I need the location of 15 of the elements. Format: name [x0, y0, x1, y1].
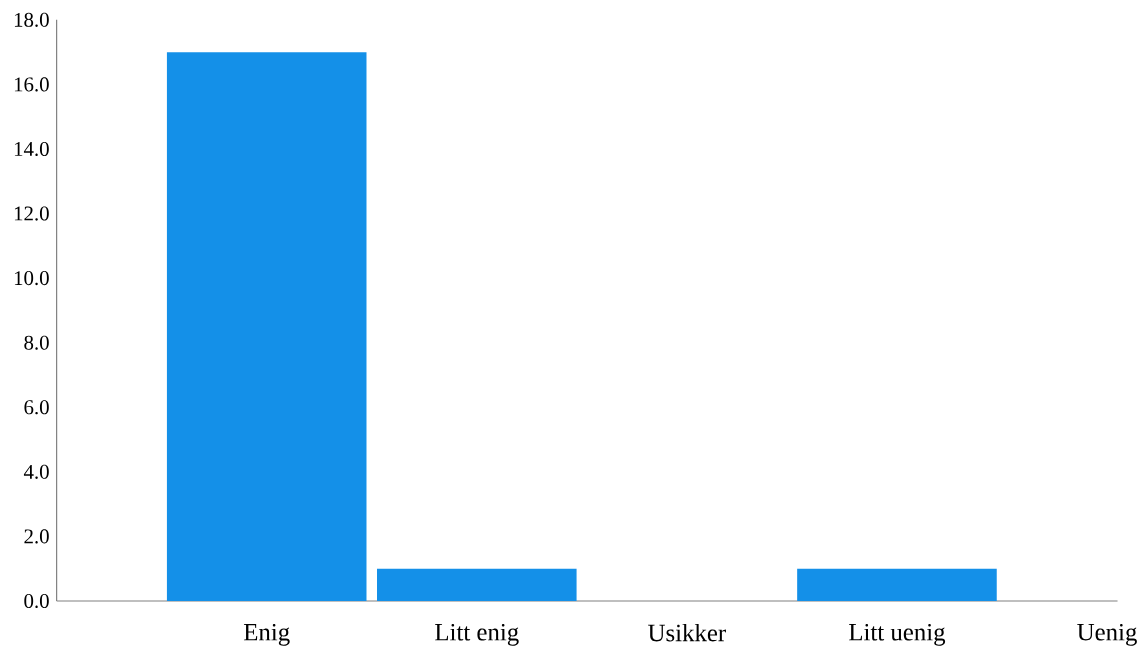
y-tick-label: 8.0 [24, 335, 49, 350]
y-tick-label: 6.0 [24, 400, 49, 415]
y-tick-label: 0.0 [24, 594, 49, 609]
y-tick-label: 4.0 [23, 464, 49, 480]
x-tick-label: Litt enig [435, 624, 519, 646]
x-tick-label: Litt uenig [849, 624, 946, 646]
y-tick-label: 16.0 [14, 77, 49, 92]
y-tick-label: 12.0 [14, 206, 49, 221]
x-tick-label: Usikker [648, 624, 726, 642]
x-tick-label: Uenig [1077, 624, 1137, 646]
y-tick-label: 10.0 [14, 271, 49, 286]
x-tick-label: Enig [243, 624, 290, 646]
y-tick-label: 2.0 [24, 529, 49, 544]
y-tick-label: 14.0 [14, 142, 49, 157]
y-tick-label: 18.0 [14, 12, 49, 28]
